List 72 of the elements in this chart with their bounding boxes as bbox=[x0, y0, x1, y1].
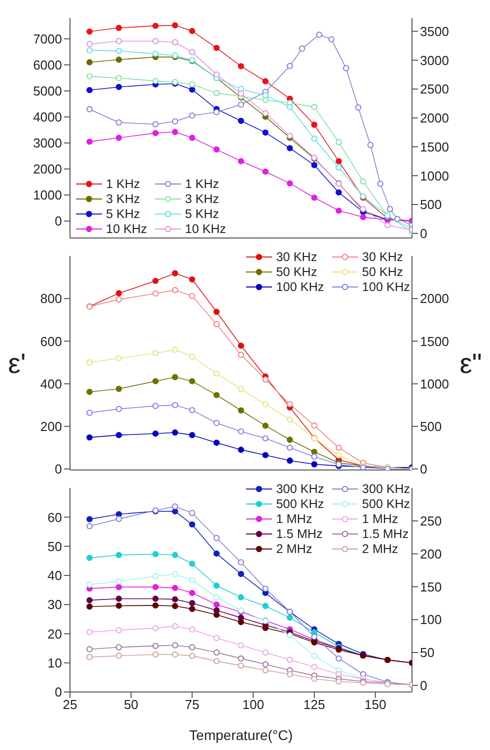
y2-tick-label: 50 bbox=[420, 645, 434, 660]
y-tick-label: 400 bbox=[40, 376, 62, 392]
y2-tick-label: 250 bbox=[420, 514, 442, 529]
y-tick-label: 30 bbox=[48, 597, 62, 612]
y2-tick-label: 1500 bbox=[420, 334, 449, 349]
legend-label: 1 MHz bbox=[362, 512, 398, 526]
y-tick-label: 2000 bbox=[33, 162, 62, 177]
y2-tick-label: 0 bbox=[420, 226, 428, 241]
legend-label: 500 KHz bbox=[276, 497, 324, 511]
y-tick-label: 0 bbox=[54, 684, 62, 700]
y2-axis-title: ε" bbox=[460, 348, 482, 379]
y2-tick-label: 150 bbox=[420, 579, 442, 594]
y-axis-title: ε' bbox=[8, 348, 26, 379]
y2-tick-label: 1000 bbox=[420, 376, 449, 392]
y2-tick-label: 2500 bbox=[420, 82, 449, 97]
y2-tick-label: 3000 bbox=[420, 52, 449, 68]
legend-label: 5 KHz bbox=[185, 207, 220, 221]
legend-label: 50 KHz bbox=[362, 265, 404, 279]
y-tick-label: 4000 bbox=[33, 110, 62, 125]
legend-label: 10 KHz bbox=[106, 222, 147, 236]
x-axis-title: Temperature(°C) bbox=[189, 727, 293, 743]
y-tick-label: 0 bbox=[54, 214, 62, 229]
legend-label: 2 MHz bbox=[362, 542, 398, 556]
y-tick-label: 50 bbox=[48, 538, 62, 554]
legend-label: 1 KHz bbox=[185, 177, 220, 191]
legend-label: 30 KHz bbox=[362, 250, 404, 264]
x-tick-label: 125 bbox=[303, 697, 326, 712]
y2-tick-label: 0 bbox=[420, 678, 428, 694]
y-tick-label: 800 bbox=[40, 291, 62, 306]
legend-label: 500 KHz bbox=[362, 497, 410, 511]
legend-label: 1.5 MHz bbox=[276, 527, 323, 541]
y-tick-label: 0 bbox=[54, 462, 62, 477]
legend-label: 1 MHz bbox=[276, 512, 312, 526]
legend-label: 100 KHz bbox=[276, 280, 324, 294]
legend-label: 300 KHz bbox=[276, 482, 324, 496]
legend-label: 30 KHz bbox=[276, 250, 318, 264]
y-tick-label: 60 bbox=[48, 510, 62, 525]
legend-label: 300 KHz bbox=[362, 482, 410, 496]
y2-tick-label: 3500 bbox=[420, 24, 449, 39]
legend-label: 50 KHz bbox=[276, 265, 318, 279]
legend-label: 1 KHz bbox=[106, 177, 140, 191]
legend-label: 2 MHz bbox=[276, 542, 312, 556]
x-tick-label: 50 bbox=[124, 697, 138, 712]
y-tick-label: 40 bbox=[48, 568, 62, 584]
y2-tick-label: 1000 bbox=[420, 168, 449, 184]
legend-label: 5 KHz bbox=[106, 207, 140, 221]
y2-tick-label: 200 bbox=[420, 546, 442, 562]
legend-label: 100 KHz bbox=[362, 280, 410, 294]
legend-label: 3 KHz bbox=[185, 192, 220, 206]
x-tick-label: 25 bbox=[62, 697, 78, 712]
y2-tick-label: 2000 bbox=[420, 110, 449, 126]
y2-tick-label: 500 bbox=[420, 418, 442, 434]
y-tick-label: 10 bbox=[48, 655, 62, 670]
y-tick-label: 200 bbox=[40, 418, 62, 434]
y-tick-label: 3000 bbox=[33, 136, 62, 151]
y2-tick-label: 2000 bbox=[420, 291, 449, 306]
x-tick-label: 100 bbox=[242, 697, 264, 712]
x-tick-label: 75 bbox=[184, 697, 200, 712]
y-tick-label: 6000 bbox=[33, 57, 62, 72]
y-tick-label: 20 bbox=[48, 626, 62, 642]
legend-label: 1.5 MHz bbox=[362, 527, 409, 541]
y-tick-label: 7000 bbox=[33, 31, 62, 46]
y2-tick-label: 0 bbox=[420, 462, 428, 477]
y-tick-label: 1000 bbox=[33, 188, 62, 203]
legend-label: 10 KHz bbox=[185, 222, 226, 236]
x-tick-label: 150 bbox=[364, 697, 386, 712]
y-tick-label: 5000 bbox=[33, 84, 62, 99]
y2-tick-label: 1500 bbox=[420, 139, 449, 154]
y2-tick-label: 500 bbox=[420, 197, 442, 212]
legend-label: 3 KHz bbox=[106, 192, 140, 206]
y-tick-label: 600 bbox=[40, 334, 62, 349]
y2-tick-label: 100 bbox=[420, 612, 442, 628]
